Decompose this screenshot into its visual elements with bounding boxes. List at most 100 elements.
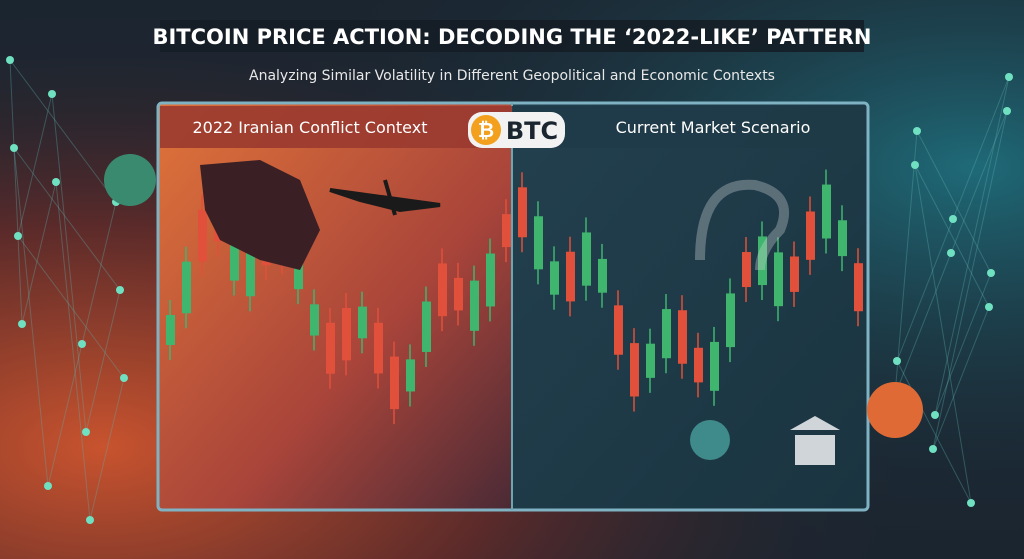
network-link xyxy=(934,76,1010,416)
network-link xyxy=(894,252,952,396)
candle-body xyxy=(230,229,239,281)
network-link xyxy=(952,76,1010,220)
network-link xyxy=(17,235,125,379)
network-node xyxy=(987,269,995,277)
network-link xyxy=(934,272,992,416)
candle-body xyxy=(678,310,687,364)
network-link xyxy=(51,93,87,433)
network-node xyxy=(44,482,52,490)
candle-body xyxy=(630,343,639,397)
question-mark xyxy=(695,179,789,271)
network-node xyxy=(120,374,128,382)
candle-body xyxy=(342,307,351,361)
network-node xyxy=(48,90,56,98)
drone xyxy=(329,179,441,216)
network-link xyxy=(81,201,117,345)
network-link xyxy=(85,289,121,433)
network-link xyxy=(914,164,990,308)
candle-body xyxy=(726,293,735,348)
network-node xyxy=(929,445,937,453)
candle-body xyxy=(358,306,367,339)
network-node xyxy=(911,161,919,169)
network-link xyxy=(13,147,121,291)
candle-body xyxy=(614,305,623,355)
network-node xyxy=(985,303,993,311)
network-node xyxy=(1003,107,1011,115)
candle-body xyxy=(774,252,783,307)
badge-label: BTC xyxy=(506,117,558,145)
network-node xyxy=(52,178,60,186)
network xyxy=(6,56,1013,524)
candle-body xyxy=(326,322,335,374)
candle-body xyxy=(198,209,207,262)
network-link xyxy=(21,181,57,325)
network-link xyxy=(89,377,125,521)
candle-body xyxy=(374,322,383,374)
network-link xyxy=(914,164,972,504)
network-link xyxy=(894,130,918,396)
right-label: Current Market Scenario xyxy=(616,118,811,137)
candle-body xyxy=(598,258,607,293)
network-node xyxy=(14,232,22,240)
candle-body xyxy=(486,253,495,307)
network-node xyxy=(947,249,955,257)
map-silhouette xyxy=(200,160,320,270)
dollar-icon xyxy=(867,382,923,438)
network-link xyxy=(932,110,1008,450)
candle-body xyxy=(310,304,319,336)
network-link xyxy=(17,93,53,237)
globe-icon xyxy=(690,420,730,460)
network-node xyxy=(893,357,901,365)
network-node xyxy=(6,56,14,64)
candle-body xyxy=(502,214,511,248)
subtitle: Analyzing Similar Volatility in Differen… xyxy=(249,68,775,84)
title: BITCOIN PRICE ACTION: DECODING THE ‘2022… xyxy=(152,25,871,49)
candle-body xyxy=(742,252,751,288)
candle-body xyxy=(518,187,527,238)
network-node xyxy=(86,516,94,524)
candle-body xyxy=(550,261,559,295)
candle-body xyxy=(694,347,703,383)
dollar-icon-left xyxy=(104,154,156,206)
network-link xyxy=(47,343,83,487)
bank-icon xyxy=(790,416,840,465)
candle-body xyxy=(806,211,815,260)
candle-body xyxy=(470,280,479,331)
network-node xyxy=(949,215,957,223)
network-node xyxy=(931,411,939,419)
candle-body xyxy=(166,315,175,345)
candle-body xyxy=(710,341,719,391)
candle-body xyxy=(422,301,431,352)
candle-body xyxy=(438,263,447,317)
network-node xyxy=(913,127,921,135)
candle-body xyxy=(390,356,399,410)
candle-body xyxy=(838,220,847,257)
bitcoin-symbol: ₿ xyxy=(478,118,494,142)
candle-body xyxy=(566,251,575,302)
candle-body xyxy=(182,261,191,314)
network-node xyxy=(82,428,90,436)
network-node xyxy=(10,144,18,152)
candle-body xyxy=(582,232,591,286)
candle-body xyxy=(406,359,415,392)
network-node xyxy=(116,286,124,294)
network-link xyxy=(9,59,23,325)
left-header xyxy=(160,106,512,148)
candle-body xyxy=(534,216,543,270)
candle-body xyxy=(790,256,799,292)
right-header xyxy=(512,106,866,148)
bitcoin-icon xyxy=(471,115,501,145)
candle-body xyxy=(454,277,463,311)
network-link xyxy=(916,130,992,274)
network-link xyxy=(932,306,990,450)
candle-body xyxy=(758,236,767,286)
network-link xyxy=(896,360,972,504)
network-link xyxy=(896,218,954,362)
network-node xyxy=(1005,73,1013,81)
candle-body xyxy=(822,184,831,239)
network-link xyxy=(55,181,91,521)
candle-body xyxy=(246,244,255,297)
network-node xyxy=(18,320,26,328)
